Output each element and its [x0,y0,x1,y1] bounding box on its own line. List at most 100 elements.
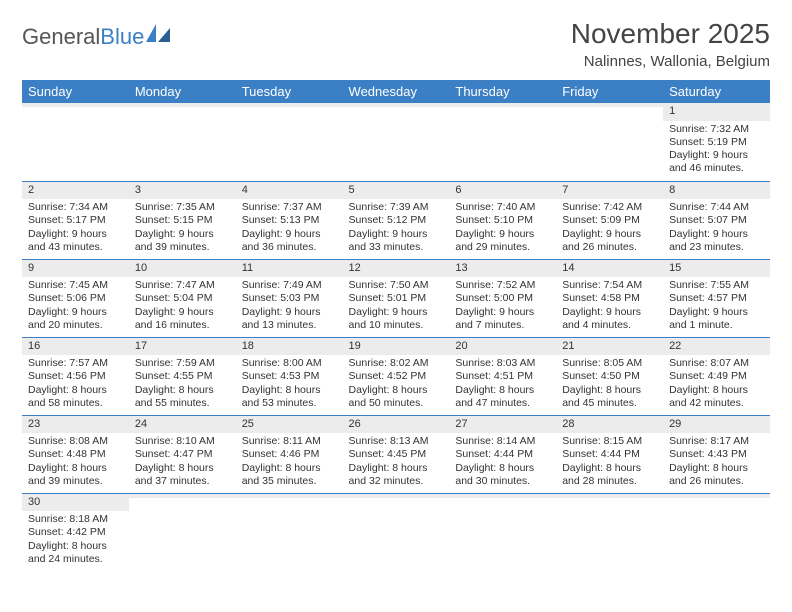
day-number: 3 [129,182,236,200]
daylight-text: Daylight: 9 hours and 7 minutes. [455,306,550,332]
sunset-text: Sunset: 4:56 PM [28,370,123,383]
day-details: Sunrise: 8:14 AMSunset: 4:44 PMDaylight:… [449,433,556,492]
weekday-header: Wednesday [343,80,450,103]
sunrise-text: Sunrise: 7:50 AM [349,279,444,292]
calendar-day-cell: 26Sunrise: 8:13 AMSunset: 4:45 PMDayligh… [343,415,450,493]
sunrise-text: Sunrise: 7:59 AM [135,357,230,370]
day-details: Sunrise: 8:18 AMSunset: 4:42 PMDaylight:… [22,511,129,570]
day-number [22,103,129,107]
calendar-empty-cell [236,103,343,181]
daylight-text: Daylight: 9 hours and 16 minutes. [135,306,230,332]
sunrise-text: Sunrise: 7:57 AM [28,357,123,370]
day-number [236,103,343,107]
day-details: Sunrise: 7:57 AMSunset: 4:56 PMDaylight:… [22,355,129,414]
sunset-text: Sunset: 5:00 PM [455,292,550,305]
sunset-text: Sunset: 4:52 PM [349,370,444,383]
sunrise-text: Sunrise: 8:18 AM [28,513,123,526]
sunset-text: Sunset: 4:58 PM [562,292,657,305]
daylight-text: Daylight: 8 hours and 42 minutes. [669,384,764,410]
sunrise-text: Sunrise: 8:11 AM [242,435,337,448]
daylight-text: Daylight: 9 hours and 46 minutes. [669,149,764,175]
day-number: 27 [449,416,556,434]
logo: GeneralBlue [22,24,172,50]
day-details: Sunrise: 8:10 AMSunset: 4:47 PMDaylight:… [129,433,236,492]
calendar-empty-cell [129,103,236,181]
sunrise-text: Sunrise: 8:10 AM [135,435,230,448]
day-number: 24 [129,416,236,434]
daylight-text: Daylight: 9 hours and 23 minutes. [669,228,764,254]
day-number [236,494,343,498]
logo-text: GeneralBlue [22,24,144,50]
day-number: 1 [663,103,770,121]
daylight-text: Daylight: 8 hours and 55 minutes. [135,384,230,410]
sunrise-text: Sunrise: 7:39 AM [349,201,444,214]
daylight-text: Daylight: 8 hours and 24 minutes. [28,540,123,566]
sunset-text: Sunset: 5:17 PM [28,214,123,227]
calendar-day-cell: 1Sunrise: 7:32 AMSunset: 5:19 PMDaylight… [663,103,770,181]
daylight-text: Daylight: 8 hours and 53 minutes. [242,384,337,410]
calendar-day-cell: 15Sunrise: 7:55 AMSunset: 4:57 PMDayligh… [663,259,770,337]
day-number: 12 [343,260,450,278]
day-details: Sunrise: 7:34 AMSunset: 5:17 PMDaylight:… [22,199,129,258]
calendar-day-cell: 8Sunrise: 7:44 AMSunset: 5:07 PMDaylight… [663,181,770,259]
sunrise-text: Sunrise: 7:54 AM [562,279,657,292]
logo-sail-icon [146,24,172,44]
day-number: 16 [22,338,129,356]
calendar-empty-cell [449,103,556,181]
calendar-week-row: 1Sunrise: 7:32 AMSunset: 5:19 PMDaylight… [22,103,770,181]
sunset-text: Sunset: 4:48 PM [28,448,123,461]
weekday-header-row: SundayMondayTuesdayWednesdayThursdayFrid… [22,80,770,103]
day-number: 2 [22,182,129,200]
day-number [343,494,450,498]
sunset-text: Sunset: 4:44 PM [455,448,550,461]
daylight-text: Daylight: 9 hours and 20 minutes. [28,306,123,332]
month-title: November 2025 [571,18,770,50]
calendar-empty-cell [556,103,663,181]
sunset-text: Sunset: 5:10 PM [455,214,550,227]
sunset-text: Sunset: 5:19 PM [669,136,764,149]
daylight-text: Daylight: 8 hours and 30 minutes. [455,462,550,488]
weekday-header: Monday [129,80,236,103]
daylight-text: Daylight: 9 hours and 29 minutes. [455,228,550,254]
day-details: Sunrise: 7:42 AMSunset: 5:09 PMDaylight:… [556,199,663,258]
sunrise-text: Sunrise: 7:42 AM [562,201,657,214]
day-number: 26 [343,416,450,434]
sunrise-text: Sunrise: 8:03 AM [455,357,550,370]
logo-word2: Blue [100,24,144,49]
sunrise-text: Sunrise: 8:15 AM [562,435,657,448]
sunrise-text: Sunrise: 8:05 AM [562,357,657,370]
calendar-day-cell: 13Sunrise: 7:52 AMSunset: 5:00 PMDayligh… [449,259,556,337]
weekday-header: Friday [556,80,663,103]
day-number [449,494,556,498]
calendar-empty-cell [556,493,663,571]
daylight-text: Daylight: 9 hours and 1 minute. [669,306,764,332]
day-number: 13 [449,260,556,278]
sunset-text: Sunset: 4:46 PM [242,448,337,461]
calendar-day-cell: 4Sunrise: 7:37 AMSunset: 5:13 PMDaylight… [236,181,343,259]
sunrise-text: Sunrise: 7:47 AM [135,279,230,292]
day-details: Sunrise: 7:59 AMSunset: 4:55 PMDaylight:… [129,355,236,414]
day-details: Sunrise: 8:03 AMSunset: 4:51 PMDaylight:… [449,355,556,414]
day-number: 6 [449,182,556,200]
day-details: Sunrise: 7:47 AMSunset: 5:04 PMDaylight:… [129,277,236,336]
sunset-text: Sunset: 5:12 PM [349,214,444,227]
page-header: GeneralBlue November 2025 Nalinnes, Wall… [22,18,770,70]
day-number [556,494,663,498]
day-details: Sunrise: 8:17 AMSunset: 4:43 PMDaylight:… [663,433,770,492]
daylight-text: Daylight: 8 hours and 50 minutes. [349,384,444,410]
day-details: Sunrise: 7:40 AMSunset: 5:10 PMDaylight:… [449,199,556,258]
day-number: 18 [236,338,343,356]
daylight-text: Daylight: 8 hours and 47 minutes. [455,384,550,410]
sunset-text: Sunset: 4:44 PM [562,448,657,461]
sunset-text: Sunset: 5:07 PM [669,214,764,227]
day-details: Sunrise: 7:37 AMSunset: 5:13 PMDaylight:… [236,199,343,258]
day-details: Sunrise: 7:39 AMSunset: 5:12 PMDaylight:… [343,199,450,258]
day-details: Sunrise: 7:35 AMSunset: 5:15 PMDaylight:… [129,199,236,258]
day-number: 7 [556,182,663,200]
sunrise-text: Sunrise: 7:45 AM [28,279,123,292]
daylight-text: Daylight: 8 hours and 35 minutes. [242,462,337,488]
location-text: Nalinnes, Wallonia, Belgium [571,53,770,70]
daylight-text: Daylight: 9 hours and 13 minutes. [242,306,337,332]
day-number: 8 [663,182,770,200]
calendar-empty-cell [343,493,450,571]
